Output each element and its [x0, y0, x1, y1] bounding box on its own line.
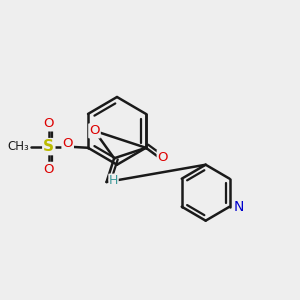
- Text: O: O: [158, 151, 168, 164]
- Text: O: O: [44, 117, 54, 130]
- Text: CH₃: CH₃: [7, 140, 29, 153]
- Text: N: N: [233, 200, 244, 214]
- Text: O: O: [44, 163, 54, 176]
- Text: H: H: [109, 174, 118, 187]
- Text: O: O: [89, 124, 100, 137]
- Text: O: O: [62, 136, 73, 150]
- Text: S: S: [43, 139, 54, 154]
